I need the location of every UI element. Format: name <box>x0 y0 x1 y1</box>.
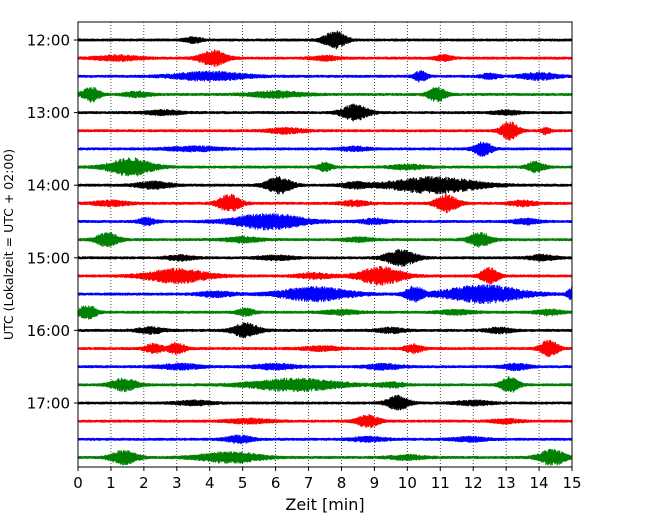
plot-frame <box>77 21 573 468</box>
x-tick-label: 13 <box>497 474 516 492</box>
trace-row <box>77 121 573 141</box>
y-tick-label: 12:00 <box>27 32 70 50</box>
trace-row <box>77 176 573 195</box>
trace-row <box>77 339 573 357</box>
grid-layer <box>110 22 540 467</box>
trace-row <box>77 231 573 248</box>
x-tick-label: 2 <box>139 474 149 492</box>
trace-row <box>77 413 573 429</box>
trace-row <box>77 49 573 67</box>
x-tick-label: 5 <box>238 474 248 492</box>
y-axis-label: UTC (Lokalzeit = UTC + 02:00) <box>1 149 16 340</box>
y-tick-label: 14:00 <box>27 177 70 195</box>
trace-row <box>77 86 573 103</box>
trace-row <box>77 448 573 466</box>
trace-row <box>77 394 573 411</box>
x-axis-label: Zeit [min] <box>285 495 364 514</box>
x-tick-label: 6 <box>271 474 281 492</box>
x-tick-label: 0 <box>73 474 83 492</box>
tick-layer: 0 1 2 3 4 5 6 7 8 9 10 11 12 13 14 1512:0013:0014:0015:… <box>27 32 582 493</box>
trace-row <box>77 141 573 157</box>
x-tick-label: 14 <box>530 474 549 492</box>
trace-row <box>77 362 573 372</box>
trace-row <box>77 305 573 320</box>
trace-row <box>77 193 573 214</box>
trace-row <box>77 157 573 177</box>
trace-row <box>77 70 573 83</box>
x-tick-label: 12 <box>464 474 483 492</box>
trace-row <box>77 103 573 122</box>
trace-row <box>77 213 573 231</box>
y-tick-label: 17:00 <box>27 395 70 413</box>
trace-layer <box>77 30 573 466</box>
x-tick-label: 4 <box>205 474 215 492</box>
y-tick-label: 16:00 <box>27 322 70 340</box>
x-tick-label: 10 <box>398 474 417 492</box>
trace-row <box>77 376 573 393</box>
x-tick-label: 8 <box>337 474 347 492</box>
x-tick-label: 9 <box>370 474 380 492</box>
x-tick-label: 11 <box>431 474 450 492</box>
trace-row <box>77 30 573 50</box>
x-tick-label: 3 <box>172 474 182 492</box>
trace-row <box>77 434 573 445</box>
x-tick-label: 7 <box>304 474 314 492</box>
x-tick-label: 15 <box>562 474 581 492</box>
trace-row <box>77 248 573 267</box>
trace-row <box>77 266 573 286</box>
trace-row <box>77 284 573 304</box>
y-tick-label: 15:00 <box>27 249 70 267</box>
y-tick-label: 13:00 <box>27 104 70 122</box>
trace-row <box>77 322 573 339</box>
x-tick-label: 1 <box>106 474 116 492</box>
